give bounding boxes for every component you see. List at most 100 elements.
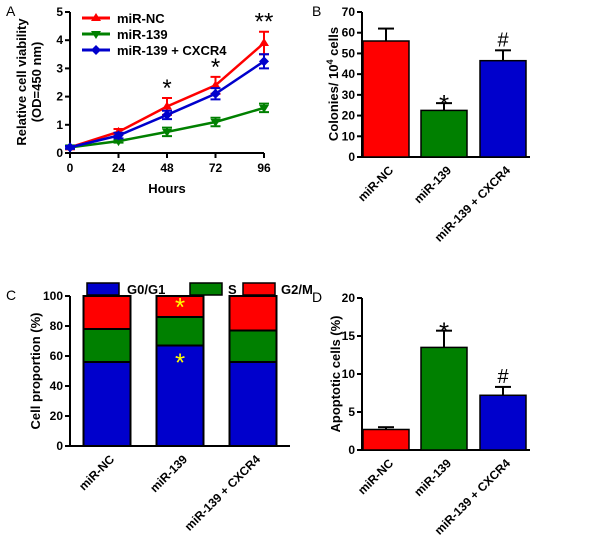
significance-marker: * — [162, 75, 171, 102]
y-axis-label: Cell proportion (%) — [28, 313, 43, 430]
y-tick-label: 70 — [342, 5, 356, 19]
y-tick-label: 5 — [348, 405, 355, 419]
data-point — [162, 101, 172, 110]
y-tick-label: 40 — [342, 67, 356, 81]
bar — [362, 40, 410, 158]
x-axis-label: Hours — [148, 181, 186, 196]
bar-segment-g2-m — [228, 295, 278, 332]
y-tick-label: 10 — [342, 129, 356, 143]
bar-segment-g0-g1 — [155, 344, 205, 447]
panel-a: A 0 1 2 3 4 5 Relative cell viability (OD=450 nm… — [6, 3, 273, 196]
y-tick-label: 15 — [342, 329, 356, 343]
y-tick-label: 0 — [348, 443, 355, 457]
bar-segment-g2-m — [155, 295, 205, 318]
y-tick-label: 5 — [56, 5, 63, 19]
y-tick-label: 20 — [50, 409, 64, 423]
y-tick-label: 60 — [50, 349, 64, 363]
bar — [362, 428, 410, 451]
y-tick-label: 100 — [43, 289, 63, 303]
legend-label: S — [228, 282, 237, 297]
x-tick-label: 0 — [67, 161, 74, 175]
bar-segment-g2-m — [82, 295, 132, 330]
y-tick-label: 30 — [342, 88, 356, 102]
x-tick-label: miR-NC — [355, 163, 396, 204]
data-point — [65, 142, 75, 153]
data-point — [210, 88, 221, 99]
bar — [420, 109, 468, 158]
significance-marker: * — [439, 317, 449, 347]
legend-swatch — [189, 282, 223, 296]
data-point — [113, 138, 124, 147]
y-axis-label: (OD=450 nm) — [29, 42, 44, 123]
legend-swatch — [86, 282, 120, 296]
significance-marker: * — [175, 348, 185, 378]
bar — [479, 394, 527, 451]
x-tick-label: miR-139 — [411, 456, 454, 499]
panel-label: A — [6, 3, 16, 19]
significance-marker: * — [175, 292, 185, 322]
y-tick-label: 0 — [348, 150, 355, 164]
y-tick-label: 20 — [342, 291, 356, 305]
data-point — [259, 104, 269, 113]
significance-marker: # — [497, 366, 509, 388]
panel-label: D — [312, 289, 322, 305]
legend-swatch — [242, 282, 276, 296]
y-tick-label: 40 — [50, 379, 64, 393]
bar — [420, 346, 468, 451]
y-tick-label: 80 — [50, 319, 64, 333]
y-tick-label: 20 — [342, 109, 356, 123]
data-point — [162, 128, 172, 137]
data-point — [210, 80, 221, 89]
legend-marker — [91, 13, 101, 21]
x-tick-label: 72 — [209, 161, 223, 175]
y-tick-label: 50 — [342, 46, 356, 60]
y-axis-label: Colonies/ 104 cells — [325, 27, 341, 141]
x-tick-label: 24 — [112, 161, 126, 175]
data-point — [162, 109, 172, 120]
data-point — [113, 130, 124, 141]
bar-segment-g0-g1 — [82, 361, 132, 447]
y-tick-label: 1 — [56, 118, 63, 132]
x-tick-label: miR-139 + CXCR4 — [182, 452, 264, 534]
bar-segment-g0-g1 — [228, 361, 278, 447]
x-tick-label: miR-139 — [147, 452, 190, 495]
legend-marker — [91, 31, 101, 39]
legend-label: G0/G1 — [127, 282, 165, 297]
bar-segment-s — [228, 329, 278, 363]
y-axis-label: Relative cell viability — [14, 18, 29, 146]
x-tick-label: 96 — [257, 161, 271, 175]
panel-label: B — [312, 3, 321, 19]
series-mir-139-cxcr4 — [65, 53, 269, 153]
panel-label: C — [6, 287, 16, 303]
legend-label: G2/M — [281, 282, 313, 297]
bar-segment-s — [82, 328, 132, 363]
x-tick-label: miR-NC — [76, 452, 117, 493]
y-tick-label: 2 — [56, 90, 63, 104]
bar-segment-s — [155, 316, 205, 347]
y-tick-label: 0 — [56, 439, 63, 453]
y-tick-label: 10 — [342, 367, 356, 381]
legend-marker — [91, 45, 101, 55]
y-axis-label: Apoptotic cells (%) — [328, 315, 343, 432]
legend-label: miR-139 — [117, 27, 168, 42]
y-tick-label: 3 — [56, 61, 63, 75]
bar — [479, 59, 527, 158]
data-point — [210, 118, 221, 127]
y-tick-label: 0 — [56, 146, 63, 160]
panel-d: D 0 5 10 15 20 Apoptotic cells (%) * # miR-NC miR-… — [312, 289, 530, 538]
significance-marker: # — [497, 29, 509, 51]
legend-label: miR-139 + CXCR4 — [117, 43, 227, 58]
significance-marker: ** — [255, 9, 274, 36]
significance-marker: * — [439, 89, 449, 119]
data-point — [259, 38, 269, 47]
y-tick-label: 60 — [342, 26, 356, 40]
y-tick-label: 4 — [56, 33, 63, 47]
legend-label: miR-NC — [117, 11, 165, 26]
x-tick-label: 48 — [160, 161, 174, 175]
x-tick-label: miR-139 — [411, 163, 454, 206]
significance-marker: * — [211, 54, 220, 81]
data-point — [259, 56, 269, 67]
